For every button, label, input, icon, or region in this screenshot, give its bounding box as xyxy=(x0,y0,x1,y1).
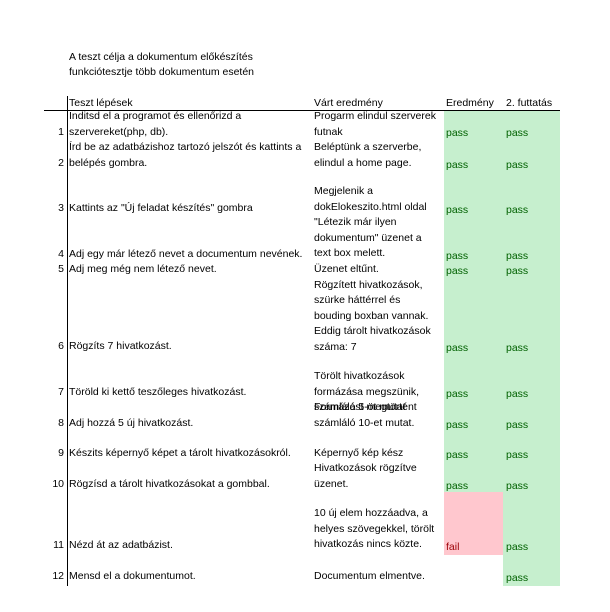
row-number: 4 xyxy=(58,248,64,260)
step-text: Adj egy már létező nevet a documentum ne… xyxy=(69,248,303,260)
second-run-status: pass xyxy=(506,572,529,584)
expected-text: szürke háttérrel és xyxy=(314,294,401,306)
result-status: pass xyxy=(446,265,469,277)
intro-line-1: A teszt célja a dokumentum előkészítés xyxy=(69,51,253,63)
result-status: pass xyxy=(446,127,469,139)
expected-text: dokumentum" üzenet a xyxy=(314,231,422,244)
expected-text: hivatkozás nincs közte. xyxy=(314,538,422,550)
row-number: 10 xyxy=(52,478,64,490)
intro-line-2: funkciótesztje több dokumentum esetén xyxy=(69,66,255,78)
step-text: Kattints az "Új feladat készítés" gombra xyxy=(69,202,253,214)
result-status: pass xyxy=(446,159,469,171)
step-text: Írd be az adatbázishoz tartozó jelszót é… xyxy=(69,141,302,153)
expected-text: Üzenet eltűnt. xyxy=(314,263,379,275)
result-status: pass xyxy=(446,204,469,216)
row-number: 2 xyxy=(58,157,64,169)
row-number: 5 xyxy=(58,263,64,275)
step-text: belépés gombra. xyxy=(69,156,148,169)
header-result: Eredmény xyxy=(446,97,494,109)
expected-text: elindul a home page. xyxy=(314,156,412,169)
result-status: fail xyxy=(446,541,460,553)
result-status: pass xyxy=(446,480,469,492)
expected-text: helyes szövegekkel, törölt xyxy=(314,522,435,535)
second-run-status: pass xyxy=(506,159,529,171)
second-run-status: pass xyxy=(506,265,529,277)
expected-text: 10 új elem hozzáadva, a xyxy=(314,507,428,519)
result-status: pass xyxy=(446,342,469,354)
expected-text: üzenet. xyxy=(314,477,349,490)
row-number: 1 xyxy=(58,126,64,138)
expected-text: Formázást megtörtént xyxy=(314,401,417,413)
step-text: Inditsd el a programot és ellenőrizd a xyxy=(69,110,242,122)
expected-text: Beléptünk a szerverbe, xyxy=(314,141,422,153)
expected-text: text box melett. xyxy=(314,247,386,259)
expected-text: "Létezik már ilyen xyxy=(314,216,397,228)
expected-text: Rögzített hivatkozások, xyxy=(314,278,423,291)
expected-text: Eddig tárolt hivatkozások xyxy=(314,325,431,337)
expected-text: Hivatkozások rögzítve xyxy=(314,462,417,474)
row-number: 9 xyxy=(58,447,64,459)
step-text: Adj meg még nem létező nevet. xyxy=(69,263,217,275)
row-number: 7 xyxy=(58,386,64,398)
second-run-status: pass xyxy=(506,204,529,216)
second-run-status: pass xyxy=(506,419,529,431)
fail-cell-fill xyxy=(444,492,503,555)
step-text: Adj hozzá 5 új hivatkozást. xyxy=(69,417,194,429)
result-status: pass xyxy=(446,388,469,400)
second-run-status: pass xyxy=(506,250,529,262)
expected-text: Képernyő kép kész xyxy=(314,447,404,459)
expected-text: bouding boxban vannak. xyxy=(314,309,429,322)
header-expected: Várt eredmény xyxy=(314,97,383,109)
test-goal-text: A teszt célja a dokumentum előkészítés f… xyxy=(69,50,254,80)
second-run-column-fill xyxy=(503,110,560,586)
step-text: Töröld ki kettő teszőleges hivatkozást. xyxy=(69,386,247,398)
second-run-status: pass xyxy=(506,388,529,400)
second-run-status: pass xyxy=(506,342,529,354)
header-second-run: 2. futtatás xyxy=(506,97,553,109)
step-text: Mensd el a dokumentumot. xyxy=(69,570,196,582)
row-number: 11 xyxy=(53,539,64,551)
result-column-fill xyxy=(444,110,503,492)
second-run-status: pass xyxy=(506,449,529,461)
row-number: 12 xyxy=(52,570,64,582)
number-column-divider xyxy=(67,96,68,586)
expected-text: futnak xyxy=(314,125,343,138)
row-number: 3 xyxy=(58,202,64,214)
expected-text: dokElokeszito.html oldal xyxy=(314,200,427,213)
expected-text: Megjelenik a xyxy=(314,185,373,197)
expected-text: számláló 10-et mutat. xyxy=(314,416,415,429)
step-text: Rögzísd a tárolt hivatkozásokat a gombba… xyxy=(69,478,270,490)
header-divider xyxy=(44,110,560,111)
expected-text: Progarm elindul szerverek xyxy=(314,110,436,122)
step-text: szervereket(php, db). xyxy=(69,125,169,138)
expected-text: száma: 7 xyxy=(314,340,357,353)
expected-text: Törölt hivatkozások xyxy=(314,370,405,382)
header-steps: Teszt lépések xyxy=(69,97,133,109)
step-text: Rögzíts 7 hivatkozást. xyxy=(69,340,172,352)
result-status: pass xyxy=(446,449,469,461)
row-number: 6 xyxy=(58,340,64,352)
second-run-status: pass xyxy=(506,127,529,139)
second-run-status: pass xyxy=(506,541,529,553)
expected-text: számláló 5-öt mutat xyxy=(314,401,406,413)
result-status: pass xyxy=(446,419,469,431)
expected-text: formázása megszünik, xyxy=(314,385,420,398)
step-text: Nézd át az adatbázist. xyxy=(69,539,173,551)
row-number: 8 xyxy=(58,417,64,429)
result-status: pass xyxy=(446,250,469,262)
step-text: Készits képernyő képet a tárolt hivatkoz… xyxy=(69,447,291,459)
second-run-status: pass xyxy=(506,480,529,492)
expected-text: Documentum elmentve. xyxy=(314,570,425,582)
